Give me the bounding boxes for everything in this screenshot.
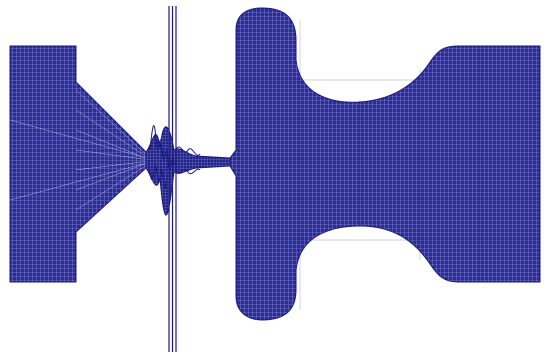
mesh-throat [145,126,231,216]
mesh-chamber-lines [236,20,540,310]
mesh-main-chamber [229,7,541,321]
mesh-fan-lines [9,89,151,211]
mesh-vertical-probe [168,6,177,352]
mesh-filament-wiggles [147,125,201,189]
